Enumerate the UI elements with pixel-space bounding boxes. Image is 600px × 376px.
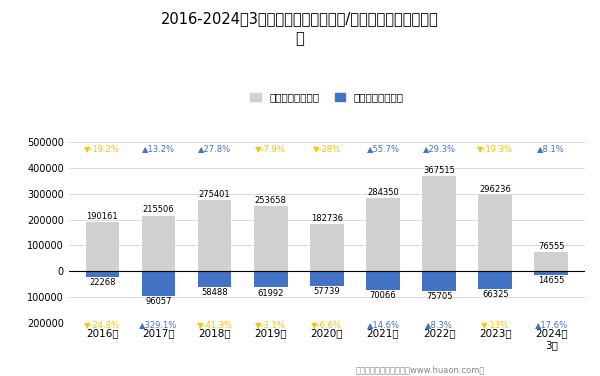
Text: ▲29.3%: ▲29.3% (422, 144, 455, 153)
Text: 76555: 76555 (538, 241, 565, 250)
Text: ▼-3.1%: ▼-3.1% (256, 320, 286, 329)
Bar (86, 271, 119, 277)
Text: 22268: 22268 (89, 278, 116, 287)
Bar (254, 206, 287, 271)
Text: 190161: 190161 (86, 212, 118, 221)
Text: ▲27.8%: ▲27.8% (198, 144, 231, 153)
Text: 2016-2024年3月鞍山市（境内目的地/货源地）进、出口额统
计: 2016-2024年3月鞍山市（境内目的地/货源地）进、出口额统 计 (161, 11, 439, 46)
Text: ▲13.2%: ▲13.2% (142, 144, 175, 153)
Legend: 出口额（万美元）, 进口额（万美元）: 出口额（万美元）, 进口额（万美元） (250, 92, 403, 103)
Bar (86, 222, 119, 271)
Text: 制图：华经产业研究院（www.huaon.com）: 制图：华经产业研究院（www.huaon.com） (355, 365, 485, 374)
Bar (422, 176, 456, 271)
Bar (478, 271, 512, 289)
Text: ▼-28%: ▼-28% (313, 144, 341, 153)
Text: ▲8.1%: ▲8.1% (538, 144, 565, 153)
Text: 70066: 70066 (370, 291, 396, 300)
Bar (142, 215, 175, 271)
Bar (366, 271, 400, 290)
Text: 61992: 61992 (257, 288, 284, 297)
Bar (535, 252, 568, 271)
Bar (310, 271, 344, 287)
Bar (198, 271, 232, 287)
Text: 296236: 296236 (479, 185, 511, 194)
Bar (310, 224, 344, 271)
Text: ▲8.3%: ▲8.3% (425, 320, 453, 329)
Bar (478, 195, 512, 271)
Text: 14655: 14655 (538, 276, 565, 285)
Text: 215506: 215506 (143, 206, 175, 214)
Text: 367515: 367515 (423, 166, 455, 175)
Text: 75705: 75705 (426, 292, 452, 301)
Text: 96057: 96057 (145, 297, 172, 306)
Text: 182736: 182736 (311, 214, 343, 223)
Bar (198, 200, 232, 271)
Bar (142, 271, 175, 296)
Bar (422, 271, 456, 291)
Bar (254, 271, 287, 288)
Text: 57739: 57739 (314, 287, 340, 296)
Text: 284350: 284350 (367, 188, 399, 197)
Text: ▲17.6%: ▲17.6% (535, 320, 568, 329)
Bar (366, 198, 400, 271)
Text: ▼-24.8%: ▼-24.8% (85, 320, 121, 329)
Text: ▼-7.9%: ▼-7.9% (256, 144, 286, 153)
Text: 275401: 275401 (199, 190, 230, 199)
Text: ▼-41.3%: ▼-41.3% (197, 320, 233, 329)
Text: 253658: 253658 (255, 196, 287, 205)
Text: ▲329.1%: ▲329.1% (139, 320, 178, 329)
Bar (535, 271, 568, 275)
Text: ▲14.6%: ▲14.6% (367, 320, 400, 329)
Text: ▲55.7%: ▲55.7% (367, 144, 400, 153)
Text: ▼-6.6%: ▼-6.6% (311, 320, 343, 329)
Text: ▼-19.3%: ▼-19.3% (477, 144, 513, 153)
Text: 66325: 66325 (482, 290, 509, 299)
Text: 58488: 58488 (202, 288, 228, 297)
Text: ▼-13%: ▼-13% (481, 320, 509, 329)
Text: ▼-19.2%: ▼-19.2% (85, 144, 121, 153)
